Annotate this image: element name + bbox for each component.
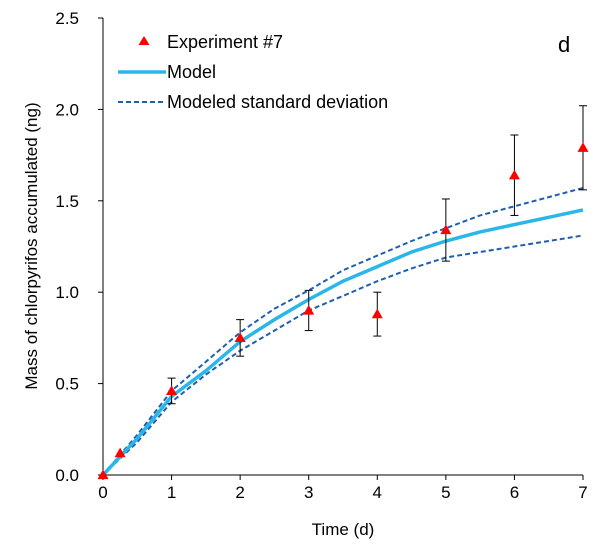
y-tick-label: 1.0 bbox=[55, 283, 79, 302]
y-tick-label: 1.5 bbox=[55, 192, 79, 211]
plot-area: 0 1 2 3 4 5 6 7 0.0 0.5 1.0 1.5 2.0 2.5 bbox=[55, 9, 589, 502]
legend-marker-experiment bbox=[138, 36, 150, 45]
x-tick-label: 0 bbox=[98, 483, 107, 502]
experiment-point bbox=[440, 224, 452, 235]
y-tick-label: 0.5 bbox=[55, 375, 79, 394]
experiment-point bbox=[166, 385, 178, 396]
x-tick-label: 7 bbox=[578, 483, 587, 502]
experiment-point bbox=[234, 332, 246, 343]
experiment-point bbox=[508, 169, 520, 180]
model-line bbox=[101, 208, 584, 477]
x-tick-label: 5 bbox=[441, 483, 450, 502]
sd-lower-line bbox=[102, 234, 584, 476]
y-axis-label: Mass of chlorpyrifos accumulated (ng) bbox=[22, 102, 41, 389]
experiment-point bbox=[303, 304, 315, 315]
x-tick-label: 6 bbox=[510, 483, 519, 502]
legend: Experiment #7 Model Modeled standard dev… bbox=[118, 32, 388, 112]
y-tick-label: 2.5 bbox=[55, 9, 79, 28]
experiment-point bbox=[114, 447, 126, 458]
experiment-point bbox=[371, 308, 383, 319]
x-axis-label: Time (d) bbox=[312, 520, 375, 539]
legend-label-sd: Modeled standard deviation bbox=[167, 92, 388, 112]
y-tick-label: 0.0 bbox=[55, 466, 79, 485]
y-tick-label: 2.0 bbox=[55, 100, 79, 119]
legend-label-model: Model bbox=[167, 62, 216, 82]
x-tick-label: 2 bbox=[235, 483, 244, 502]
x-tick-label: 4 bbox=[373, 483, 382, 502]
panel-label: d bbox=[558, 32, 570, 57]
legend-label-experiment: Experiment #7 bbox=[167, 32, 283, 52]
experiment-point bbox=[577, 142, 589, 152]
experiment-point bbox=[97, 469, 109, 480]
x-tick-label: 3 bbox=[304, 483, 313, 502]
sd-upper-line bbox=[102, 187, 584, 476]
x-tick-label: 1 bbox=[167, 483, 176, 502]
